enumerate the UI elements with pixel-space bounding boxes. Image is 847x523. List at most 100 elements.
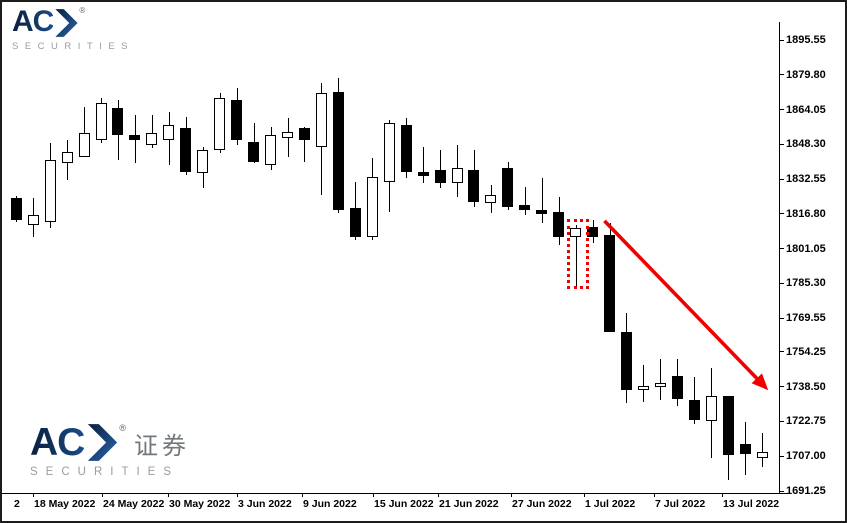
date-axis-tick — [33, 493, 34, 497]
price-label: 1801.05 — [786, 242, 826, 255]
date-label: 24 May 2022 — [103, 498, 165, 510]
price-label: 1785.30 — [786, 277, 826, 290]
price-axis-tick — [779, 178, 784, 180]
candle — [502, 167, 513, 207]
candle — [384, 123, 395, 183]
candle — [536, 210, 547, 215]
acy-chevron-icon — [88, 424, 118, 461]
candle-wick — [152, 114, 153, 149]
date-axis-tick — [102, 493, 103, 497]
candle — [79, 133, 90, 157]
candle — [11, 197, 22, 220]
price-axis-tick — [779, 351, 784, 353]
candle — [553, 212, 564, 237]
date-label: 7 Jul 2022 — [655, 498, 706, 510]
highlight-dashed-box — [567, 218, 590, 289]
price-axis-tick — [779, 213, 784, 215]
candle-wick — [84, 106, 85, 157]
price-axis-tick — [779, 39, 784, 41]
date-label: 30 May 2022 — [169, 498, 231, 510]
candle — [214, 97, 225, 151]
candle — [638, 386, 649, 391]
candle-wick — [304, 127, 305, 162]
date-label-clipped: 2 — [14, 498, 20, 510]
candle — [723, 395, 734, 455]
candle — [146, 133, 157, 145]
price-label: 1816.80 — [786, 207, 826, 220]
candle — [350, 208, 361, 237]
candle — [418, 172, 429, 177]
date-axis-tick — [511, 493, 512, 497]
price-label: 1895.55 — [786, 34, 826, 46]
candle — [197, 150, 208, 173]
price-label: 1879.80 — [786, 68, 826, 81]
candle — [485, 195, 496, 204]
date-label: 3 Jun 2022 — [238, 498, 292, 510]
candle — [452, 167, 463, 183]
price-label: 1707.00 — [786, 450, 826, 463]
candle — [757, 452, 768, 458]
candle — [265, 135, 276, 166]
candle — [367, 176, 378, 237]
registered-trademark-icon: ® — [79, 6, 86, 15]
date-axis-line — [2, 493, 788, 494]
candle — [129, 135, 140, 140]
securities-label: SECURITIES — [12, 41, 135, 52]
candle — [180, 127, 191, 173]
registered-trademark-icon: ® — [119, 423, 126, 433]
candle-wick — [440, 150, 441, 188]
price-axis-tick — [779, 282, 784, 284]
candle — [316, 93, 327, 147]
price-axis-tick — [779, 490, 784, 492]
price-label: 1754.25 — [786, 345, 826, 358]
price-axis-tick — [779, 455, 784, 457]
acy-logo-top: AC ® SECURITIES — [12, 5, 135, 53]
candle — [706, 395, 717, 421]
candle — [299, 127, 310, 140]
price-label: 1722.75 — [786, 415, 826, 428]
price-label: 1832.55 — [786, 173, 826, 186]
date-axis-tick — [373, 493, 374, 497]
candle — [672, 376, 683, 400]
price-axis-tick — [779, 248, 784, 250]
chinese-securities-label: 证券 — [133, 433, 190, 460]
date-axis-tick — [302, 493, 303, 497]
candle — [740, 444, 751, 454]
candle — [689, 399, 700, 421]
candle — [621, 331, 632, 390]
candle — [112, 108, 123, 136]
acy-wordmark: AC — [12, 5, 54, 38]
candle — [333, 91, 344, 211]
candle-wick — [542, 178, 543, 223]
date-axis-tick — [654, 493, 655, 497]
price-axis-tick — [779, 143, 784, 145]
candle — [282, 131, 293, 138]
candle-wick — [660, 359, 661, 400]
candle — [655, 382, 666, 387]
date-label: 27 Jun 2022 — [512, 498, 572, 510]
date-axis-tick — [237, 493, 238, 497]
candle — [248, 142, 259, 162]
price-axis-tick — [779, 74, 784, 76]
price-label: 1738.50 — [786, 380, 826, 393]
candle — [28, 214, 39, 226]
price-label: 1769.55 — [786, 312, 826, 325]
price-axis-tick — [779, 420, 784, 422]
candle — [519, 205, 530, 211]
candle — [435, 169, 446, 183]
date-label: 13 Jul 2022 — [723, 498, 780, 510]
date-label: 15 Jun 2022 — [374, 498, 434, 510]
securities-label: SECURITIES — [30, 466, 180, 478]
acy-chevron-icon — [55, 9, 78, 37]
candle — [96, 103, 107, 140]
date-axis-tick — [584, 493, 585, 497]
candle — [62, 152, 73, 164]
candle-wick — [762, 433, 763, 468]
candle-wick — [643, 365, 644, 402]
candle — [468, 169, 479, 202]
price-label: 1691.25 — [786, 485, 826, 497]
candle-wick — [423, 146, 424, 183]
price-axis-tick — [779, 109, 784, 111]
date-axis-tick — [438, 493, 439, 497]
